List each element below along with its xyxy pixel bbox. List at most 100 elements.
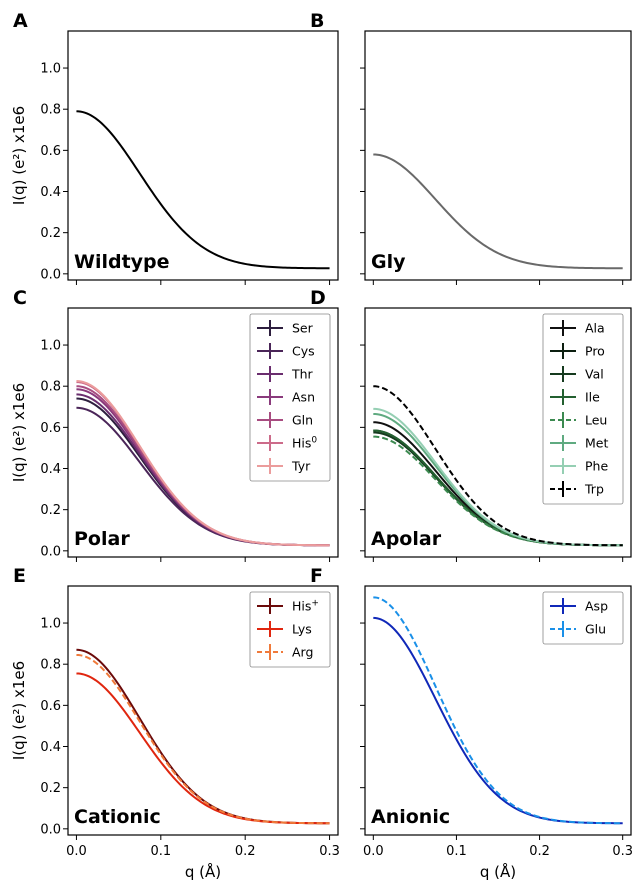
y-axis-label: I(q) (e²) x1e6 [10,106,28,205]
series-line-tyr [76,380,330,547]
panel-b: B Gly [310,10,632,285]
legend-label-name: Asp [585,599,608,614]
series-line-his-plus [76,648,330,825]
legend-label: Ala [585,321,605,336]
x-tick-label: 0.0 [363,844,384,859]
legend-label: Thr [291,367,314,382]
panel-letter: D [310,287,326,309]
y-tick-label: 0.0 [40,822,61,837]
legend-label: Arg [292,645,313,660]
y-tick-label: 0.6 [40,421,61,436]
legend-label: Pro [585,344,605,359]
plot-frame [67,30,339,281]
y-tick-label: 0.0 [40,267,61,282]
legend-label-name: Phe [585,459,608,474]
legend-label: Lys [292,622,312,637]
legend-label-name: Glu [585,622,606,637]
y-tick-label: 0.8 [40,103,61,118]
series-line-phe [373,407,623,547]
legend-label-name: Gln [292,413,313,428]
y-tick-label: 0.8 [40,658,61,673]
legend-box [542,313,624,505]
y-tick-label: 0.6 [40,699,61,714]
y-tick-label: 0.2 [40,503,61,518]
legend-label-name: Thr [291,367,314,382]
legend-label-name: Ser [292,321,314,336]
legend: His+ Lys Arg [249,591,331,668]
legend-label-superscript: + [311,599,319,609]
legend-label: His0 [292,436,317,451]
legend-label: His+ [292,599,319,614]
legend-label-superscript: 0 [311,436,317,446]
plot-frame [67,307,339,558]
legend-label: Cys [292,344,315,359]
legend-label-name: Asn [292,390,315,405]
series-line-trp [373,385,623,547]
legend-label: Ser [292,321,314,336]
legend-label-name: Met [585,436,608,451]
x-tick-label: 0.0 [66,844,87,859]
x-tick-label: 0.1 [446,844,467,859]
legend-label-name: His [292,436,311,451]
legend-label: Phe [585,459,608,474]
legend: Ala Pro Val Ile Leu Met Phe Trp [542,313,624,505]
panel-c: 0.0 0.2 0.4 0.6 0.8 1.0 C Polar I(q) (e²) x1e6 Se… [10,287,339,562]
x-tick-label: 0.3 [319,844,340,859]
legend: Ser Cys Thr Asn Gln His0 Tyr [249,313,331,482]
legend-label: Val [585,367,604,382]
y-tick-label: 0.4 [40,740,61,755]
panel-a: 0.0 0.2 0.4 0.6 0.8 1.0 A Wildtype I(q) (e²) x1e… [10,10,339,285]
panel-letter: F [310,565,323,587]
legend-label: Ile [585,390,600,405]
panel-title: Apolar [371,528,442,550]
panel-letter: E [13,565,26,587]
panel-letter: A [13,10,28,32]
legend-label-name: Leu [585,413,607,428]
legend-label: Gln [292,413,313,428]
panel-title: Cationic [74,806,161,828]
panel-letter: C [13,287,27,309]
panel-e: 0.0 0.1 0.2 0.3 0.0 0.2 0.4 0.6 0.8 1.0 E Cationic I… [10,565,340,881]
panel-title: Polar [74,528,130,550]
legend-label-name: Val [585,367,604,382]
panel-f: 0.0 0.1 0.2 0.3 F Anionic q (Å) Asp Glu [310,565,632,881]
legend-label: Asn [292,390,315,405]
legend-label-name: Lys [292,622,312,637]
x-axis-label: q (Å) [480,862,516,881]
x-tick-label: 0.2 [235,844,256,859]
legend-label-name: Pro [585,344,605,359]
legend-label: Met [585,436,608,451]
x-tick-label: 0.3 [612,844,632,859]
x-tick-label: 0.2 [529,844,550,859]
y-tick-label: 0.4 [40,185,61,200]
y-axis-label: I(q) (e²) x1e6 [10,661,28,760]
panel-letter: B [310,10,324,32]
legend-label-name: His [292,599,311,614]
y-tick-label: 1.0 [40,62,61,77]
legend-label: Trp [584,482,604,497]
plot-frame [364,30,632,281]
panel-title: Gly [371,251,406,273]
y-tick-label: 1.0 [40,617,61,632]
legend-label: Glu [585,622,606,637]
series-line-arg [76,653,330,825]
legend-label: Tyr [291,459,311,474]
legend-label-name: Trp [584,482,604,497]
legend-label-name: Tyr [291,459,311,474]
plot-frame [364,585,632,836]
legend-label: Asp [585,599,608,614]
y-tick-label: 0.6 [40,144,61,159]
legend: Asp Glu [542,591,624,645]
panel-title: Anionic [371,806,450,828]
legend-label-name: Ala [585,321,605,336]
plot-frame [67,585,339,836]
x-tick-label: 0.1 [150,844,171,859]
series-line-lys [76,672,330,825]
legend-label-name: Cys [292,344,315,359]
y-tick-label: 0.4 [40,462,61,477]
series-line-main [373,153,623,270]
legend-label: Leu [585,413,607,428]
y-tick-label: 0.8 [40,380,61,395]
plot-frame [364,307,632,558]
